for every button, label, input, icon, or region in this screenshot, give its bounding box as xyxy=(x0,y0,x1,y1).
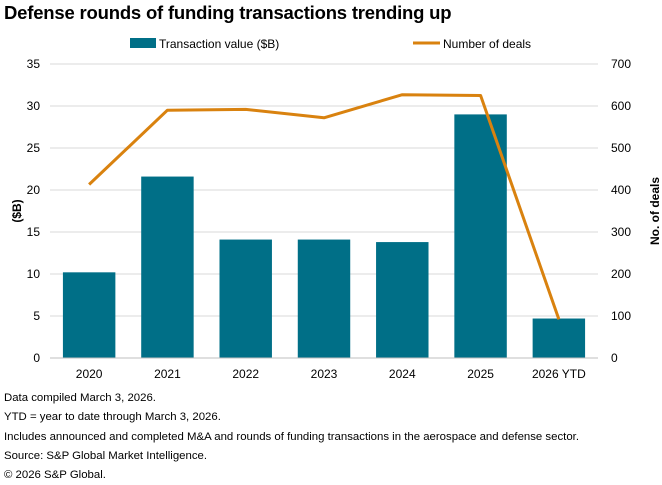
x-tick-label: 2023 xyxy=(311,367,338,381)
bar-2020 xyxy=(63,272,115,358)
legend-swatch-bar xyxy=(130,38,156,48)
y-right-tick-label: 400 xyxy=(611,183,631,197)
y-left-tick-label: 15 xyxy=(27,225,41,239)
y-right-tick-label: 0 xyxy=(611,351,618,365)
y-right-tick-label: 300 xyxy=(611,225,631,239)
y-left-tick-label: 5 xyxy=(33,309,40,323)
x-tick-label: 2025 xyxy=(467,367,494,381)
bar-2024 xyxy=(376,242,428,358)
bar-2026-ytd xyxy=(533,319,585,358)
y-left-tick-label: 35 xyxy=(27,57,41,71)
x-tick-label: 2020 xyxy=(76,367,103,381)
x-tick-label: 2026 YTD xyxy=(532,367,586,381)
footnote-copyright: © 2026 S&P Global. xyxy=(4,466,579,485)
footnote-includes: Includes announced and completed M&A and… xyxy=(4,428,579,447)
y-right-axis: 0 100 200 300 400 500 600 700 xyxy=(611,57,631,365)
footnote-ytd: YTD = year to date through March 3, 2026… xyxy=(4,408,579,427)
footnotes: Data compiled March 3, 2026. YTD = year … xyxy=(4,389,579,485)
footnote-source: Source: S&P Global Market Intelligence. xyxy=(4,447,579,466)
legend: Transaction value ($B) Number of deals xyxy=(130,37,531,51)
bar-series xyxy=(63,114,585,358)
x-axis: 2020 2021 2022 2023 2024 2025 2026 YTD xyxy=(76,367,586,381)
y-right-axis-title: No. of deals xyxy=(648,177,662,245)
y-left-tick-label: 0 xyxy=(33,351,40,365)
x-tick-label: 2021 xyxy=(154,367,181,381)
y-right-tick-label: 600 xyxy=(611,99,631,113)
bar-2021 xyxy=(141,177,193,358)
legend-label-bar: Transaction value ($B) xyxy=(159,37,279,51)
y-left-tick-label: 25 xyxy=(27,141,41,155)
y-left-tick-label: 30 xyxy=(27,99,41,113)
y-right-tick-label: 100 xyxy=(611,309,631,323)
y-left-axis: 0 5 10 15 20 25 30 35 xyxy=(27,57,41,365)
legend-label-line: Number of deals xyxy=(443,37,531,51)
bar-2023 xyxy=(298,240,350,358)
y-left-axis-title: ($B) xyxy=(10,199,24,222)
x-tick-label: 2024 xyxy=(389,367,416,381)
footnote-data-compiled: Data compiled March 3, 2026. xyxy=(4,389,579,408)
y-left-tick-label: 10 xyxy=(27,267,41,281)
y-right-tick-label: 200 xyxy=(611,267,631,281)
y-right-tick-label: 500 xyxy=(611,141,631,155)
y-left-tick-label: 20 xyxy=(27,183,41,197)
y-right-tick-label: 700 xyxy=(611,57,631,71)
x-tick-label: 2022 xyxy=(232,367,259,381)
bar-2022 xyxy=(219,240,271,358)
